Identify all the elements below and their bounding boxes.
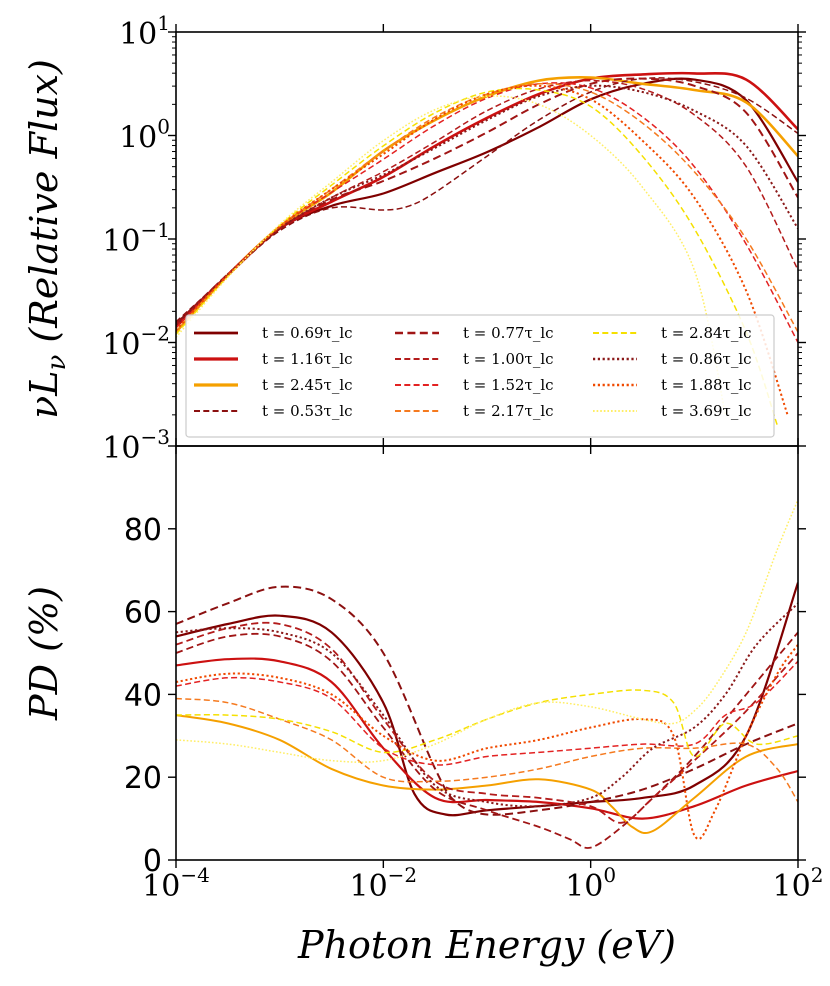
pd-series-line-0.69 <box>176 582 798 817</box>
pd-series-line-1.16 <box>176 657 798 820</box>
flux-series-line-1.88 <box>176 84 789 416</box>
flux-series-group <box>176 71 798 426</box>
legend-label: t = 2.17τ_lc <box>463 402 554 420</box>
pd-series-line-1.52 <box>176 660 798 766</box>
x-tick-label: 102 <box>773 863 824 904</box>
pd-series-line-0.77 <box>176 631 798 849</box>
legend-label: t = 2.84τ_lc <box>661 324 752 342</box>
legend-label: t = 0.69τ_lc <box>262 324 353 342</box>
x-tick-label: 100 <box>565 863 616 904</box>
legend-box <box>185 314 775 438</box>
x-tick-label: 10−2 <box>349 863 417 904</box>
pd-y-tick-label: 80 <box>124 513 162 548</box>
x-axis-label: Photon Energy (eV) <box>297 923 676 967</box>
legend-label: t = 1.00τ_lc <box>463 350 554 368</box>
pd-panel: 0 20 40 60 80 10−4 10−2 100 102 <box>124 445 824 904</box>
legend-label: t = 0.77τ_lc <box>463 324 554 342</box>
flux-y-tick-label: 10−2 <box>102 322 170 363</box>
x-tick-label: 10−4 <box>142 863 210 904</box>
pd-series-line-2.45 <box>176 714 798 835</box>
pd-y-tick-label: 0 <box>143 844 162 879</box>
pd-series-line-0.86 <box>176 602 798 808</box>
flux-y-tick-label: 100 <box>119 115 170 156</box>
legend-label: t = 1.16τ_lc <box>262 350 353 368</box>
pd-y-tick-label: 40 <box>124 678 162 713</box>
flux-y-tick-label: 10−1 <box>102 218 170 259</box>
pd-series-line-2.17 <box>176 697 798 803</box>
pd-y-axis-label: PD (%) <box>22 586 66 721</box>
legend-label: t = 1.88τ_lc <box>661 376 752 394</box>
pd-series-line-1.00 <box>176 621 798 824</box>
pd-series-line-3.69 <box>176 499 798 763</box>
flux-series-line-3.69 <box>176 95 727 416</box>
flux-y-axis-label: νLν (Relative Flux) <box>22 59 72 419</box>
pd-y-tick-label: 20 <box>124 761 162 796</box>
pd-panel-frame <box>175 445 799 861</box>
flux-panel: t = 0.69τ_lct = 1.16τ_lct = 2.45τ_lct = … <box>102 11 806 466</box>
pd-y-tick-label: 60 <box>124 596 162 631</box>
pd-series-group <box>176 499 798 849</box>
legend: t = 0.69τ_lct = 1.16τ_lct = 2.45τ_lct = … <box>185 314 775 438</box>
flux-series-line-0.86 <box>176 84 798 326</box>
legend-label: t = 1.52τ_lc <box>463 376 554 394</box>
flux-series-line-1.00 <box>176 79 798 327</box>
legend-label: t = 0.86τ_lc <box>661 350 752 368</box>
legend-label: t = 0.53τ_lc <box>262 402 353 420</box>
flux-y-tick-label: 101 <box>119 11 170 52</box>
pd-axis-ticks: 0 20 40 60 80 10−4 10−2 100 102 <box>124 446 824 904</box>
legend-label: t = 2.45τ_lc <box>262 376 353 394</box>
pd-series-line-0.53 <box>176 585 798 816</box>
flux-y-tick-label: 10−3 <box>102 425 170 466</box>
flux-series-line-2.17 <box>176 83 798 333</box>
legend-label: t = 3.69τ_lc <box>661 402 752 420</box>
flux-series-line-0.53 <box>176 77 798 323</box>
